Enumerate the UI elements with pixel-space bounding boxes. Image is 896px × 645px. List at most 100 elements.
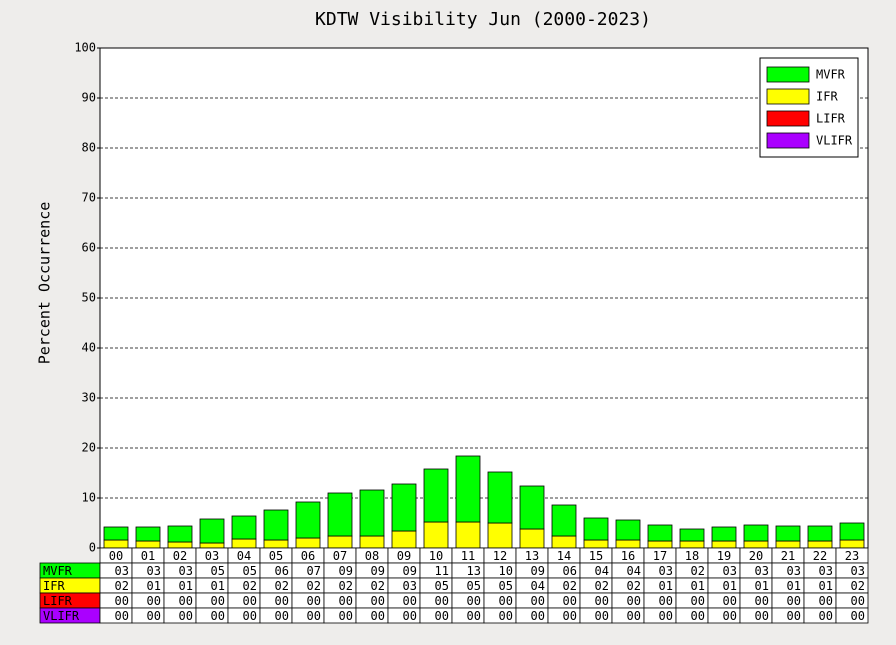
bar-segment: [263, 509, 289, 541]
y-tick-label: 50: [82, 291, 96, 305]
bar-segment: [295, 501, 321, 539]
bar-segment: [807, 525, 833, 542]
table-value: 00: [371, 609, 385, 623]
table-value: 05: [499, 579, 513, 593]
table-value: 01: [755, 579, 769, 593]
table-value: 01: [147, 579, 161, 593]
y-axis-label: Percent Occurrence: [36, 202, 54, 365]
bar-segment: [839, 522, 865, 541]
table-value: 03: [115, 564, 129, 578]
table-value: 02: [851, 579, 865, 593]
bar-segment: [103, 539, 129, 549]
table-value: 00: [755, 594, 769, 608]
table-value: 00: [339, 609, 353, 623]
table-value: 00: [531, 609, 545, 623]
bar-segment: [359, 535, 385, 549]
table-value: 00: [691, 594, 705, 608]
table-value: 00: [467, 594, 481, 608]
row-header-label: VLIFR: [43, 609, 80, 623]
table-value: 00: [819, 609, 833, 623]
y-tick-label: 30: [82, 391, 96, 405]
bar-segment: [423, 468, 449, 523]
bar-segment: [519, 485, 545, 530]
bar-segment: [615, 539, 641, 549]
table-value: 00: [435, 609, 449, 623]
table-value: 01: [723, 579, 737, 593]
x-tick-label: 01: [141, 549, 155, 563]
table-value: 00: [339, 594, 353, 608]
x-tick-label: 23: [845, 549, 859, 563]
bar-segment: [199, 518, 225, 544]
table-value: 03: [723, 564, 737, 578]
bar-segment: [167, 525, 193, 543]
table-value: 06: [563, 564, 577, 578]
table-value: 00: [147, 594, 161, 608]
table-cell: [835, 607, 869, 624]
table-value: 02: [595, 579, 609, 593]
table-value: 00: [787, 609, 801, 623]
bar-segment: [743, 524, 769, 542]
x-tick-label: 13: [525, 549, 539, 563]
bar-segment: [231, 538, 257, 549]
table-value: 03: [755, 564, 769, 578]
bar-segment: [423, 521, 449, 549]
bar-segment: [231, 515, 257, 540]
table-value: 04: [531, 579, 545, 593]
x-tick-label: 22: [813, 549, 827, 563]
bar-segment: [391, 483, 417, 532]
table-value: 02: [115, 579, 129, 593]
table-value: 00: [147, 609, 161, 623]
table-value: 05: [467, 579, 481, 593]
legend-swatch: [766, 132, 810, 149]
table-value: 00: [275, 609, 289, 623]
table-value: 03: [819, 564, 833, 578]
y-tick-label: 90: [82, 91, 96, 105]
table-value: 01: [179, 579, 193, 593]
bar-segment: [775, 525, 801, 542]
y-tick-label: 80: [82, 141, 96, 155]
bar-segment: [551, 535, 577, 549]
bar-segment: [807, 540, 833, 549]
table-value: 07: [307, 564, 321, 578]
bar-segment: [679, 528, 705, 542]
x-tick-label: 10: [429, 549, 443, 563]
x-tick-label: 18: [685, 549, 699, 563]
x-tick-label: 00: [109, 549, 123, 563]
table-value: 00: [211, 594, 225, 608]
table-value: 00: [179, 594, 193, 608]
x-tick-label: 07: [333, 549, 347, 563]
table-value: 00: [563, 609, 577, 623]
table-value: 00: [755, 609, 769, 623]
bar-segment: [647, 524, 673, 542]
table-value: 13: [467, 564, 481, 578]
table-value: 03: [851, 564, 865, 578]
table-value: 00: [115, 609, 129, 623]
x-tick-label: 04: [237, 549, 251, 563]
table-value: 05: [243, 564, 257, 578]
y-tick-label: 70: [82, 191, 96, 205]
table-value: 09: [339, 564, 353, 578]
table-value: 00: [307, 594, 321, 608]
x-tick-label: 19: [717, 549, 731, 563]
x-tick-label: 05: [269, 549, 283, 563]
table-value: 00: [179, 609, 193, 623]
table-value: 06: [275, 564, 289, 578]
table-value: 09: [531, 564, 545, 578]
row-header-label: LIFR: [43, 594, 73, 608]
legend-label: LIFR: [816, 112, 846, 126]
y-tick-label: 100: [74, 41, 96, 55]
table-value: 00: [243, 594, 257, 608]
table-value: 04: [595, 564, 609, 578]
table-value: 02: [563, 579, 577, 593]
bar-segment: [711, 526, 737, 542]
table-value: 03: [147, 564, 161, 578]
table-value: 00: [499, 609, 513, 623]
table-value: 00: [211, 609, 225, 623]
table-value: 00: [307, 609, 321, 623]
bar-segment: [743, 540, 769, 549]
table-value: 09: [371, 564, 385, 578]
x-tick-label: 14: [557, 549, 571, 563]
table-value: 01: [211, 579, 225, 593]
legend-swatch: [766, 66, 810, 83]
table-value: 05: [435, 579, 449, 593]
